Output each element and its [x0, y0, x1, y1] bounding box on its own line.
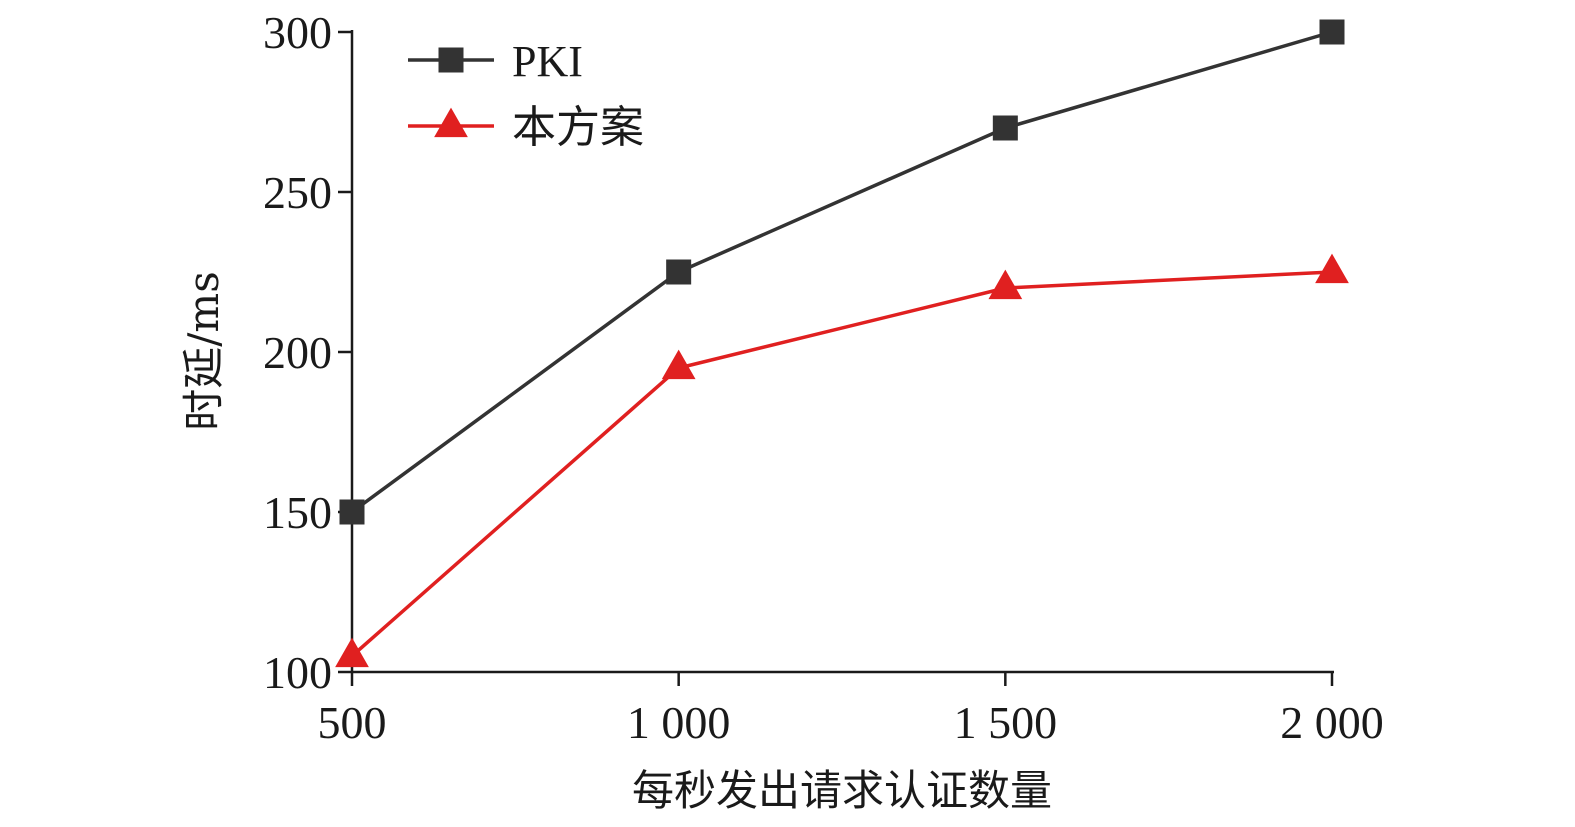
x-axis-title: 每秒发出请求认证数量: [632, 766, 1052, 815]
y-tick-label: 100: [263, 647, 332, 698]
data-point-proposed: [335, 637, 369, 668]
legend-item-proposed: 本方案: [408, 103, 644, 152]
series-line-pki: [350, 30, 1333, 514]
x-tick-label: 1 000: [627, 697, 731, 748]
data-point-pki: [992, 115, 1018, 141]
y-tick-label: 200: [263, 327, 332, 378]
y-axis-title: 时延/ms: [179, 271, 228, 431]
y-tick-label: 300: [263, 7, 332, 58]
data-point-proposed: [661, 349, 696, 380]
data-point-pki: [666, 259, 692, 285]
y-tick-label: 150: [263, 487, 332, 538]
data-point-proposed: [988, 269, 1023, 300]
data-point-proposed: [1315, 253, 1349, 284]
x-tick-label: 2 000: [1280, 697, 1384, 748]
data-point-pki: [339, 499, 365, 525]
legend-marker: [434, 107, 468, 138]
series-pki: [339, 19, 1345, 525]
legend-marker: [438, 47, 464, 73]
legend-item-pki: PKI: [408, 37, 583, 86]
x-tick-label: 1 500: [954, 697, 1058, 748]
x-tick-label: 500: [318, 697, 387, 748]
legend-label: PKI: [512, 37, 583, 86]
data-point-pki: [1319, 19, 1345, 45]
series-line-proposed: [350, 270, 1333, 658]
legend: PKI 本方案: [408, 37, 644, 152]
y-tick-label: 250: [263, 167, 332, 218]
axes: 100 150 200 250 300 500 1 000 1 500 2 000: [263, 7, 1384, 748]
series-proposed: [335, 253, 1349, 668]
series-layer: [335, 19, 1349, 668]
legend-label: 本方案: [512, 103, 644, 152]
